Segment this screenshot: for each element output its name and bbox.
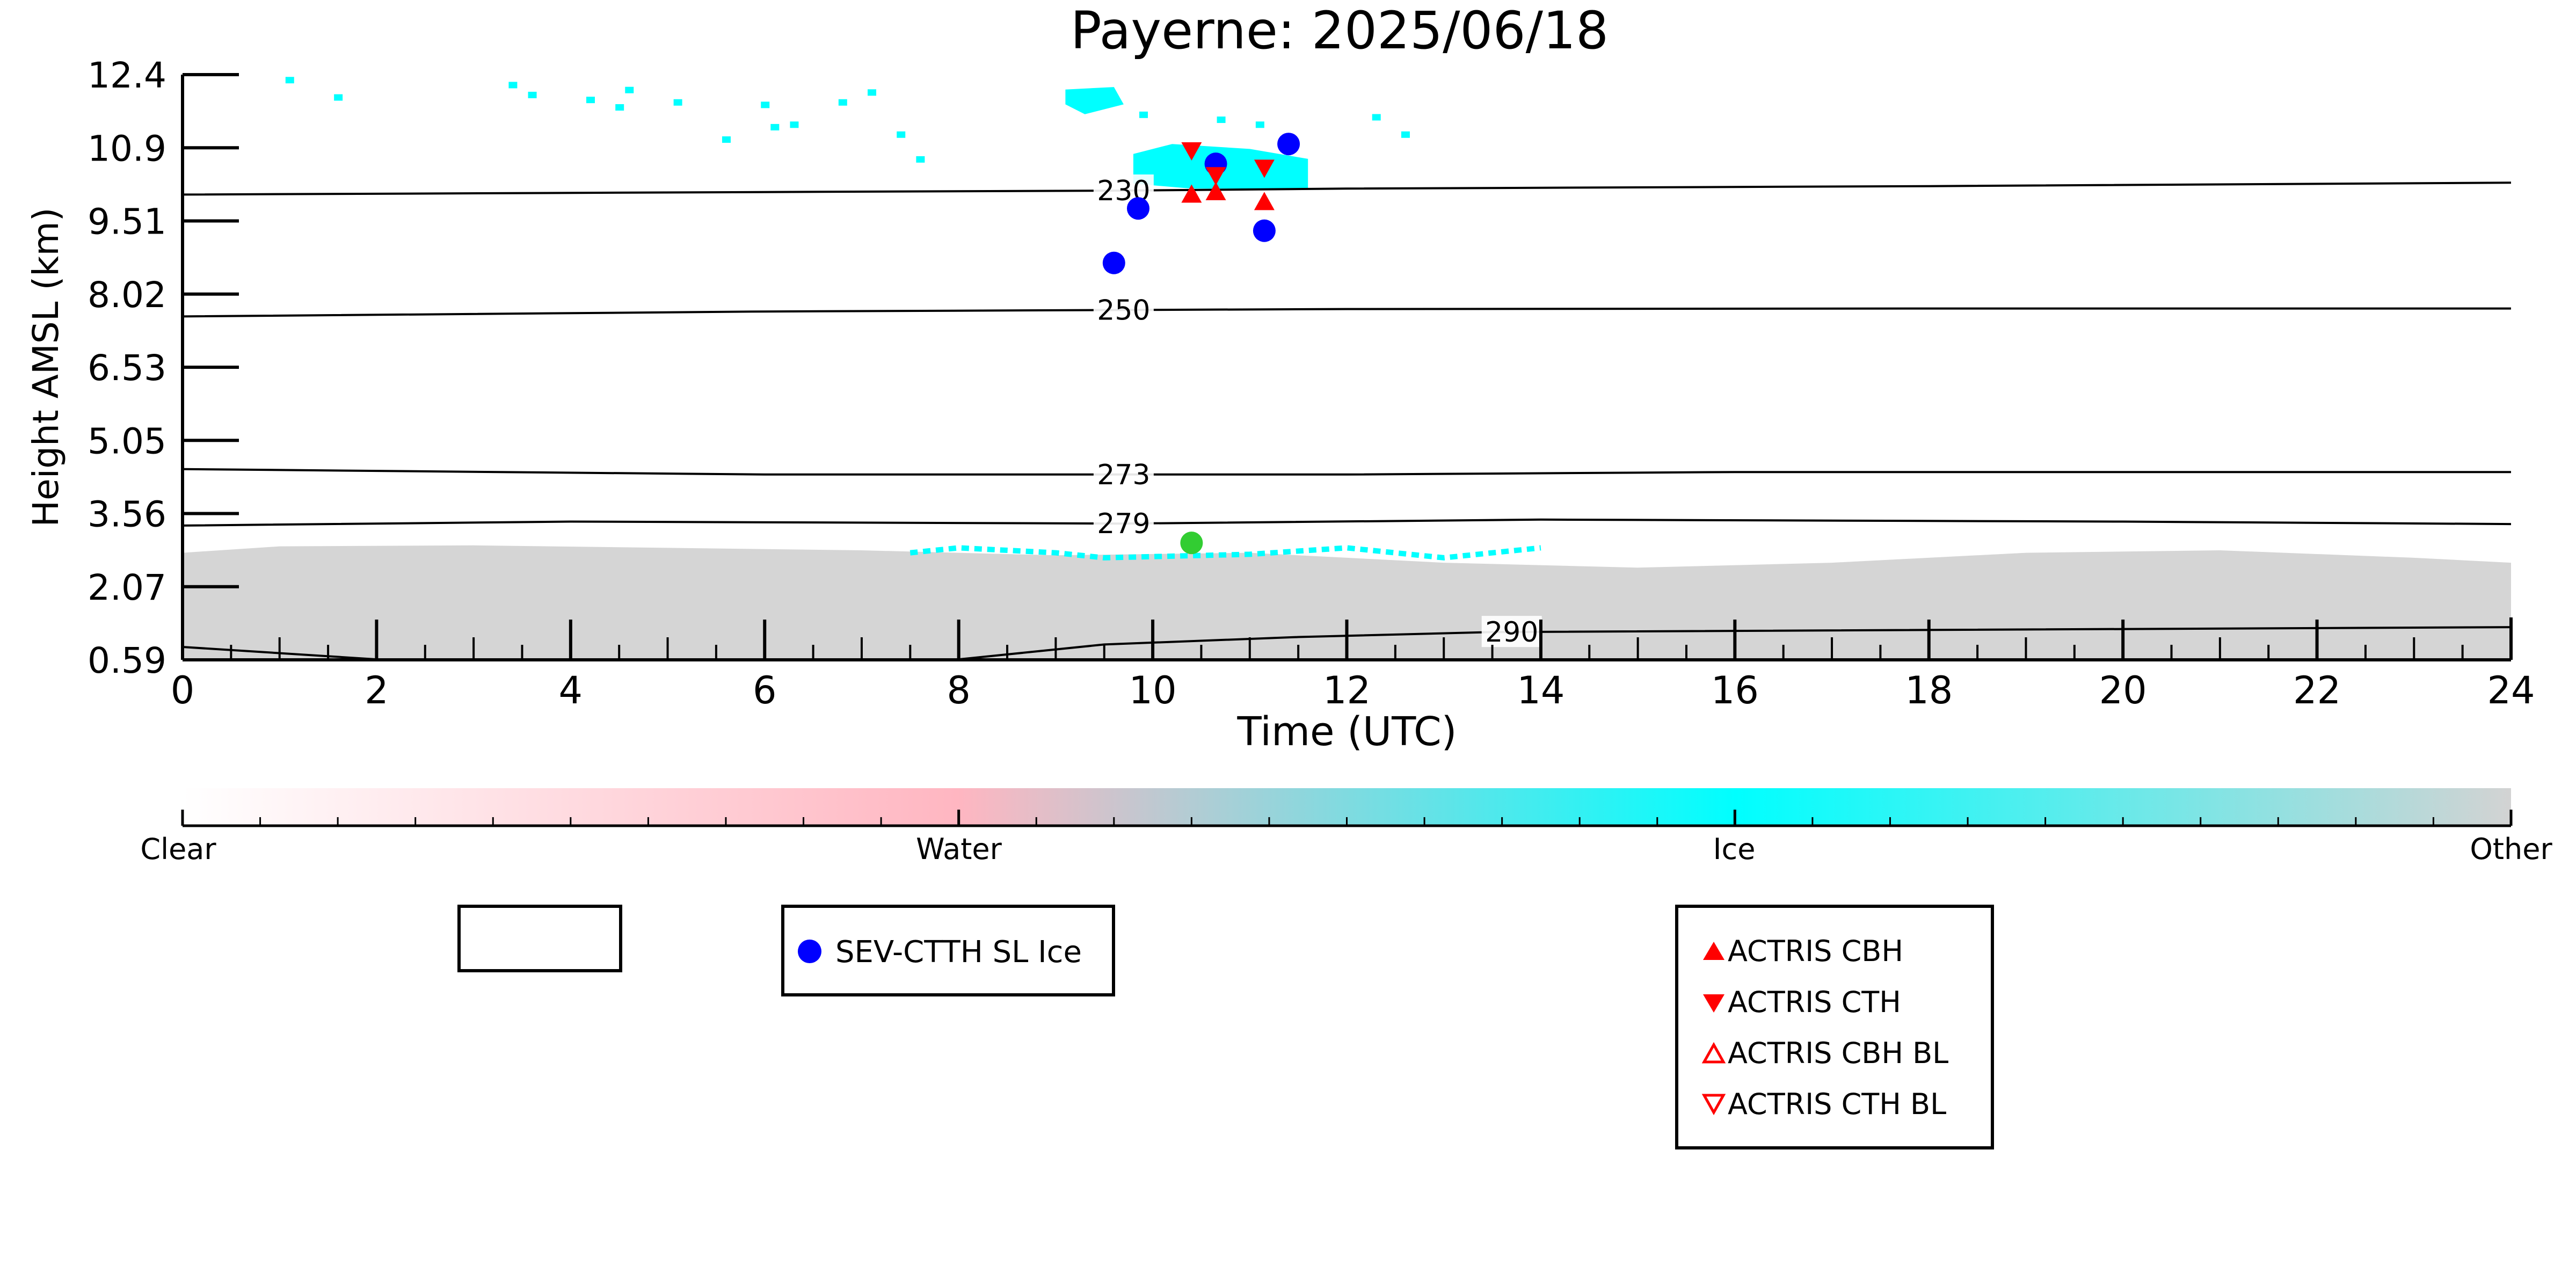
legends: SEV-CTTH SL Ice ACTRIS CBH ACTRIS CTH AC… <box>457 905 1994 1149</box>
legend-label-actris-cth-bl: ACTRIS CTH BL <box>1728 1087 1946 1121</box>
colorbar-label-clear: Clear <box>140 832 216 866</box>
isotherm-label-273: 273 <box>1097 459 1150 491</box>
y-axis-label: Height AMSL (km) <box>25 208 67 527</box>
isotherm-line-250 <box>182 307 2511 318</box>
isotherm-label-279: 279 <box>1097 508 1150 540</box>
x-tick-label: 22 <box>2293 668 2341 712</box>
legend-marker-actris-cth <box>1703 994 1724 1013</box>
isotherm-line-273 <box>182 468 2511 476</box>
isotherm-label-290: 290 <box>1485 616 1538 649</box>
ice-class-speck <box>761 101 770 108</box>
ice-class-speck <box>722 136 731 143</box>
x-axis-ticks: 0 2 4 6 8 10 12 14 16 18 20 22 24 <box>171 620 2535 712</box>
isotherm-label-bg <box>1093 294 1154 325</box>
y-tick-label: 2.07 <box>88 567 166 608</box>
ice-class-speck <box>916 156 925 163</box>
y-tick-label: 12.4 <box>88 55 166 96</box>
cloud-classification-field <box>183 77 2511 660</box>
ice-class-top-cluster <box>1065 87 1124 114</box>
sev-ctth-sl-ice-marker <box>1253 219 1276 242</box>
ice-class-speck <box>673 99 682 106</box>
x-tick-label: 6 <box>753 668 777 712</box>
x-axis-label: Time (UTC) <box>1236 709 1457 755</box>
ice-class-speck <box>868 89 877 96</box>
y-tick-label: 8.02 <box>88 274 166 316</box>
ice-class-low-band <box>909 545 1541 561</box>
legend-box-satellite: SEV-CTTH SL Ice <box>781 905 1115 996</box>
isotherm-line-230 <box>182 181 2512 196</box>
ice-class-speck <box>615 104 624 111</box>
legend-box-actris: ACTRIS CBH ACTRIS CTH ACTRIS CBH BL ACTR… <box>1675 905 1994 1149</box>
legend-marker-actris-cbh <box>1703 942 1724 960</box>
actris-cbh-marker <box>1254 192 1275 210</box>
actris-cth-marker <box>1205 167 1226 186</box>
y-tick-label: 0.59 <box>88 640 166 681</box>
isotherm-label-bg <box>1481 616 1542 647</box>
legend-box-empty <box>457 905 622 972</box>
ice-class-speck <box>1401 131 1410 138</box>
legend-box-actris-frame <box>1675 905 1994 1149</box>
isotherm-label-bg <box>1093 507 1154 539</box>
sev-ctth-sl-ice-marker <box>1102 251 1125 274</box>
ice-class-speck <box>334 94 343 101</box>
x-tick-label: 14 <box>1517 668 1564 712</box>
x-tick-label: 8 <box>947 668 971 712</box>
x-tick-label: 2 <box>365 668 389 712</box>
colorbar-label-ice: Ice <box>1713 832 1756 866</box>
chart-title: Payerne: 2025/06/18 <box>1071 1 1609 61</box>
ice-class-speck <box>1255 121 1264 128</box>
ice-class-speck <box>508 82 518 89</box>
ice-class-speck <box>625 86 634 93</box>
ice-class-speck <box>1139 111 1148 118</box>
legend-marker-sev-ctth <box>798 940 821 963</box>
x-tick-label: 10 <box>1129 668 1177 712</box>
sev-ctth-sl-ice-marker <box>1277 133 1300 156</box>
classification-colorbar: Clear Water Ice Other <box>140 788 2552 866</box>
x-tick-label: 18 <box>1905 668 1953 712</box>
sev-ctth-sl-ice-marker <box>1126 197 1149 220</box>
legend-marker-actris-cth-bl <box>1701 1094 1726 1116</box>
actris-cbh-marker <box>1205 181 1226 200</box>
ice-class-speck <box>770 123 780 130</box>
ice-class-speck <box>1217 117 1226 123</box>
x-tick-label: 16 <box>1711 668 1759 712</box>
ice-class-speck <box>1372 114 1381 121</box>
legend-label-actris-cth: ACTRIS CTH <box>1728 985 1901 1019</box>
x-tick-label: 4 <box>559 668 583 712</box>
x-tick-label: 24 <box>2487 668 2535 712</box>
colorbar-label-other: Other <box>2470 832 2552 866</box>
isotherm-label-bg <box>1093 458 1154 490</box>
y-tick-label: 9.51 <box>88 201 166 243</box>
y-axis-ticks: 0.59 2.07 3.56 5.05 6.53 8.02 9.51 10.9 12.4 <box>88 55 239 681</box>
legend-label-actris-cbh: ACTRIS CBH <box>1728 934 1903 968</box>
actris-cth-marker <box>1181 142 1202 161</box>
data-series <box>1102 133 1300 555</box>
y-tick-label: 5.05 <box>88 420 166 462</box>
isotherm-line-279 <box>182 518 2512 527</box>
y-tick-label: 10.9 <box>88 128 166 169</box>
ice-class-speck <box>790 121 799 128</box>
colorbar-label-water: Water <box>916 832 1002 866</box>
x-tick-label: 20 <box>2099 668 2147 712</box>
x-tick-label: 0 <box>171 668 195 712</box>
ice-class-speck <box>528 91 537 98</box>
legend-marker-actris-cbh-bl <box>1701 1042 1726 1064</box>
ice-class-speck <box>285 77 294 84</box>
actris-cth-marker <box>1254 159 1275 178</box>
ice-class-speck <box>838 99 847 106</box>
isotherm-label-250: 250 <box>1097 294 1150 326</box>
legend-box-satellite-frame <box>781 905 1115 996</box>
y-tick-label: 3.56 <box>88 494 166 535</box>
legend-label-sev-ctth: SEV-CTTH SL Ice <box>835 935 1082 970</box>
actris-cbh-marker <box>1181 184 1202 203</box>
y-tick-label: 6.53 <box>88 347 166 389</box>
x-tick-label: 12 <box>1323 668 1371 712</box>
ice-class-speck <box>586 97 595 104</box>
series-5-marker <box>1180 532 1203 555</box>
ice-class-speck <box>897 131 906 138</box>
legend-label-actris-cbh-bl: ACTRIS CBH BL <box>1728 1036 1948 1070</box>
colorbar-ticks <box>181 810 2513 826</box>
